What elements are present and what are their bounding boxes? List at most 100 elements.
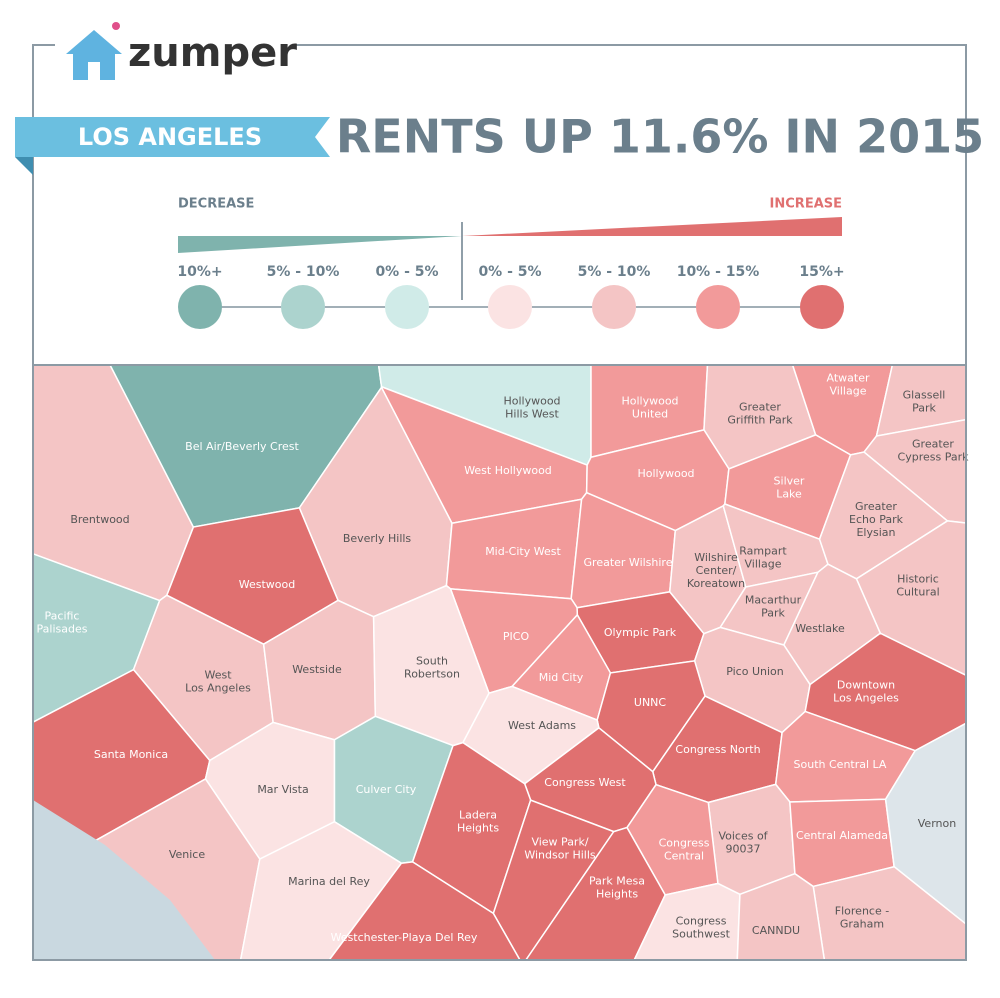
neighborhood-label: United xyxy=(632,408,668,421)
neighborhood-label: Los Angeles xyxy=(833,692,899,705)
neighborhood-label: Mid City xyxy=(539,671,584,684)
neighborhood-label: Congress xyxy=(676,915,727,928)
neighborhood-label: Wilshire xyxy=(694,551,738,564)
neighborhood-label: Hollywood xyxy=(637,467,694,480)
neighborhood-label: Center/ xyxy=(696,564,737,577)
neighborhood-label: Village xyxy=(745,558,782,571)
neighborhood-label: Windsor Hills xyxy=(524,849,596,862)
neighborhood-label: Venice xyxy=(169,848,206,861)
neighborhood-label: Elysian xyxy=(856,526,895,539)
neighborhood-label: Mar Vista xyxy=(257,783,308,796)
neighborhood-label: South Central LA xyxy=(794,758,887,771)
neighborhood-label: PICO xyxy=(503,630,530,643)
neighborhood-label: Westchester-Playa Del Rey xyxy=(331,931,478,944)
legend-swatch xyxy=(385,285,429,329)
neighborhood-label: West Hollywood xyxy=(464,464,552,477)
ribbon-fold xyxy=(15,157,33,175)
legend-swatch xyxy=(281,285,325,329)
neighborhood-label: Hollywood xyxy=(503,395,560,408)
map-border xyxy=(32,364,967,961)
neighborhood-label: Heights xyxy=(596,888,638,901)
neighborhood-label: Park xyxy=(912,402,936,415)
neighborhood-label: Central Alameda xyxy=(796,829,888,842)
neighborhood-label: West xyxy=(204,669,232,682)
neighborhood-label: Hills West xyxy=(505,408,559,421)
legend-label: 15%+ xyxy=(799,264,844,280)
neighborhood-label: Olympic Park xyxy=(604,626,677,639)
neighborhood-label: Congress West xyxy=(544,776,626,789)
neighborhood-label: Westside xyxy=(292,663,342,676)
neighborhood-label: Greater xyxy=(855,500,897,513)
neighborhood-label: Park Mesa xyxy=(589,875,645,888)
neighborhood-label: Graham xyxy=(840,918,884,931)
neighborhood-label: Florence - xyxy=(835,905,889,918)
neighborhood-label: 90037 xyxy=(726,843,761,856)
neighborhood-label: Brentwood xyxy=(70,513,129,526)
neighborhood-label: Pacific xyxy=(45,610,80,623)
neighborhood-label: Greater xyxy=(912,438,954,451)
neighborhood-label: Macarthur xyxy=(745,594,802,607)
neighborhood-label: Koreatown xyxy=(687,577,745,590)
neighborhood-label: Griffith Park xyxy=(727,414,793,427)
neighborhood-label: Silver xyxy=(774,475,805,488)
legend-increase: INCREASE xyxy=(770,197,842,212)
neighborhood-label: Heights xyxy=(457,822,499,835)
logo-icon xyxy=(66,22,122,80)
neighborhood-label: Bel Air/Beverly Crest xyxy=(185,440,299,453)
neighborhood-label: Greater Wilshire xyxy=(584,556,673,569)
neighborhood-label: Rampart xyxy=(739,545,787,558)
neighborhood-label: UNNC xyxy=(634,696,667,709)
neighborhood-label: Beverly Hills xyxy=(343,532,412,545)
neighborhood-label: Central xyxy=(664,850,704,863)
legend-swatch xyxy=(800,285,844,329)
neighborhood-label: Santa Monica xyxy=(94,748,168,761)
legend-swatch xyxy=(178,285,222,329)
neighborhood-label: Pico Union xyxy=(726,665,784,678)
legend-label: 0% - 5% xyxy=(375,264,438,280)
legend: 10%+ 5% - 10% 0% - 5% 0% - 5% 5% - 10% 10% - … xyxy=(177,264,845,329)
legend-swatch xyxy=(696,285,740,329)
legend-swatch xyxy=(488,285,532,329)
neighborhood-label: Glassell xyxy=(903,389,946,402)
neighborhood-label: South xyxy=(416,655,448,668)
neighborhood-label: Mid-City West xyxy=(485,545,561,558)
neighborhood-label: Lake xyxy=(776,488,802,501)
legend-label: 5% - 10% xyxy=(578,264,651,280)
legend-label: 10%+ xyxy=(177,264,222,280)
legend-label: 0% - 5% xyxy=(478,264,541,280)
neighborhood-label: Westlake xyxy=(795,622,845,635)
neighborhood-label: Park xyxy=(761,607,785,620)
neighborhood-label: Cultural xyxy=(896,586,939,599)
neighborhood-label: Los Angeles xyxy=(185,682,251,695)
neighborhood-label: West Adams xyxy=(508,719,576,732)
legend-decrease: DECREASE xyxy=(178,197,254,212)
neighborhood-label: Westwood xyxy=(239,578,295,591)
neighborhood-label: Voices of xyxy=(718,830,768,843)
neighborhood-label: Congress North xyxy=(675,743,760,756)
neighborhood-label: Vernon xyxy=(918,817,956,830)
neighborhood-label: Culver City xyxy=(356,783,417,796)
neighborhood-label: Cypress Park xyxy=(898,451,970,464)
neighborhood-label: Palisades xyxy=(37,623,88,636)
neighborhood-label: Congress xyxy=(659,837,710,850)
ocean xyxy=(33,800,215,960)
neighborhood-label: Robertson xyxy=(404,668,460,681)
neighborhood-label: Echo Park xyxy=(849,513,904,526)
neighborhood-label: Ladera xyxy=(459,809,497,822)
neighborhood-label: Atwater xyxy=(827,372,870,385)
legend-label: 5% - 10% xyxy=(267,264,340,280)
neighborhood-label: Greater xyxy=(739,401,781,414)
neighborhood-label: Village xyxy=(830,385,867,398)
neighborhood-label: Historic xyxy=(897,573,939,586)
neighborhood-label: Downtown xyxy=(837,679,895,692)
title: RENTS UP 11.6% IN 2015 xyxy=(336,110,984,164)
neighborhood-label: CANNDU xyxy=(752,924,800,937)
decrease-wedge xyxy=(178,236,462,253)
neighborhood-label: Marina del Rey xyxy=(288,875,370,888)
neighborhood-label: Southwest xyxy=(672,928,730,941)
city-ribbon xyxy=(15,117,330,157)
legend-label: 10% - 15% xyxy=(677,264,760,280)
neighborhood-label: Hollywood xyxy=(621,395,678,408)
